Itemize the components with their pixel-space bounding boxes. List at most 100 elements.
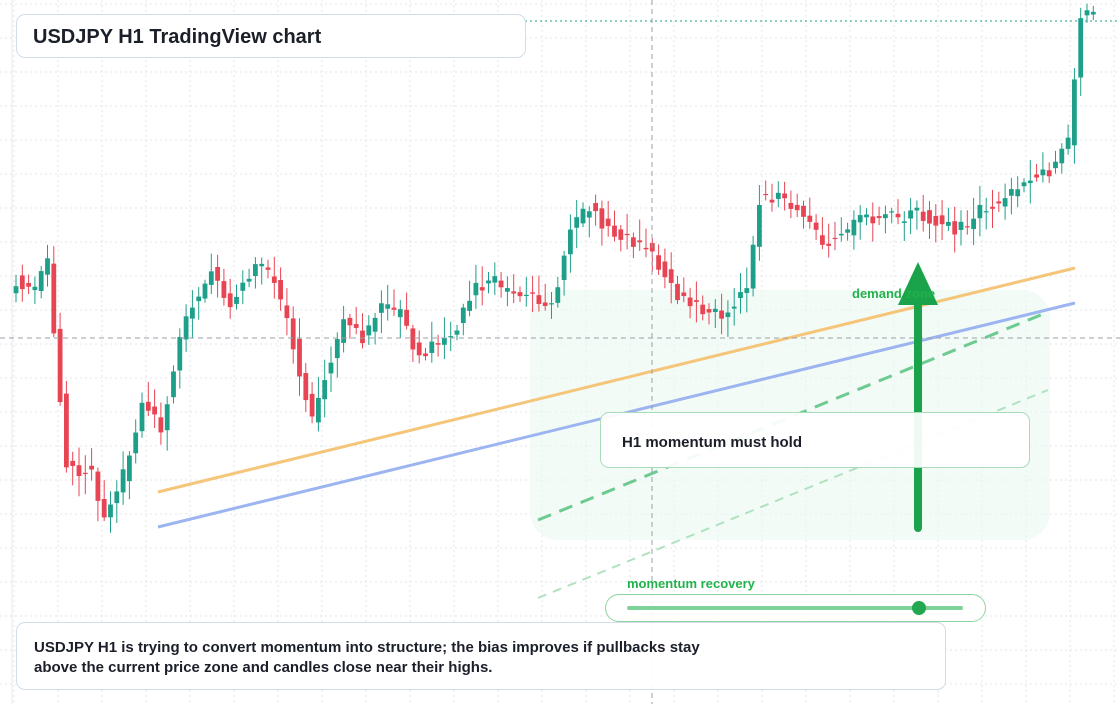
candle-down (536, 295, 542, 304)
candle-down (662, 261, 668, 278)
candle-down (1034, 174, 1039, 178)
candle-up (183, 316, 189, 340)
candle-down (297, 338, 302, 377)
candle-down (410, 328, 416, 350)
momentum-note-text: H1 momentum must hold (622, 434, 803, 451)
candle-up (190, 307, 195, 319)
candle-down (227, 293, 233, 308)
candle-up (397, 309, 403, 318)
candle-down (271, 276, 277, 283)
candle-down (221, 281, 227, 298)
candle-down (637, 240, 643, 243)
candle-down (801, 205, 806, 217)
candle-down (990, 206, 995, 209)
candle-up (971, 218, 976, 230)
candle-down (347, 317, 353, 326)
candle-down (687, 297, 693, 307)
candle-down (700, 304, 706, 315)
candle-down (895, 213, 901, 218)
momentum-note-panel: H1 momentum must hold (600, 412, 1030, 468)
candle-up (366, 325, 372, 336)
candle-up (1078, 18, 1084, 78)
candle-up (246, 278, 252, 282)
candle-down (927, 210, 932, 224)
candle-down (284, 305, 290, 319)
candle-up (1059, 148, 1065, 164)
description-panel: USDJPY H1 is trying to convert momentum … (16, 622, 946, 690)
candle-up (914, 207, 920, 211)
candle-down (933, 215, 939, 226)
candle-up (1084, 10, 1090, 16)
demand-zone-label: demand zone (852, 286, 936, 301)
candle-down (964, 226, 970, 228)
candle-up (379, 303, 384, 313)
candle-down (788, 202, 794, 209)
candle-down (996, 201, 1002, 204)
candle-up (555, 287, 561, 303)
candle-down (82, 472, 88, 475)
candle-up (731, 306, 737, 309)
candle-down (511, 291, 517, 294)
candle-up (908, 210, 913, 219)
candle-up (385, 304, 391, 309)
candle-down (763, 193, 769, 196)
chart-title: USDJPY H1 TradingView chart (33, 26, 322, 48)
candle-up (460, 307, 466, 324)
candle-up (744, 288, 750, 293)
candles-group (13, 3, 1096, 533)
candle-down (290, 318, 296, 350)
candle-down (876, 216, 882, 219)
candle-down (870, 216, 876, 224)
candle-up (574, 217, 580, 228)
candle-down (152, 406, 157, 415)
candle-up (757, 205, 762, 247)
candle-up (492, 276, 498, 283)
momentum-arrow-head (898, 262, 938, 305)
candle-down (681, 292, 687, 297)
title-panel: USDJPY H1 TradingView chart (16, 14, 526, 58)
candle-up (857, 215, 863, 223)
candle-up (523, 294, 529, 296)
slider-thumb[interactable] (912, 601, 927, 615)
candle-down (920, 211, 926, 221)
candle-up (328, 362, 334, 374)
candle-down (769, 199, 775, 203)
candle-down (303, 373, 309, 401)
candle-up (202, 283, 208, 299)
candle-down (826, 243, 832, 246)
candle-down (158, 417, 164, 433)
candle-up (568, 229, 573, 255)
candle-down (391, 307, 397, 310)
candle-down (95, 471, 101, 501)
candle-up (334, 339, 340, 359)
candle-down (599, 208, 605, 229)
candle-down (631, 237, 636, 247)
candle-down (782, 193, 787, 199)
candle-up (889, 211, 895, 213)
candle-up (196, 296, 202, 302)
candle-up (1040, 169, 1046, 176)
candle-down (404, 309, 409, 326)
candle-up (13, 286, 19, 294)
candle-up (442, 337, 447, 345)
candle-up (851, 219, 857, 236)
candle-down (668, 269, 674, 283)
candle-down (51, 263, 57, 334)
candle-down (530, 292, 535, 294)
momentum-recovery-label: momentum recovery (627, 576, 755, 591)
candle-up (45, 258, 50, 275)
candle-up (977, 204, 983, 219)
momentum-recovery-slider[interactable] (605, 594, 986, 622)
candle-up (467, 300, 472, 311)
candle-down (719, 310, 724, 319)
candle-down (618, 229, 624, 240)
candle-down (64, 393, 69, 468)
candle-down (813, 222, 819, 230)
candle-up (372, 317, 378, 332)
candle-up (341, 319, 346, 343)
description-text: USDJPY H1 is trying to convert momentum … (34, 639, 700, 676)
candle-down (76, 465, 82, 477)
candle-up (486, 280, 491, 284)
candle-up (901, 221, 907, 224)
candle-up (1027, 180, 1033, 184)
